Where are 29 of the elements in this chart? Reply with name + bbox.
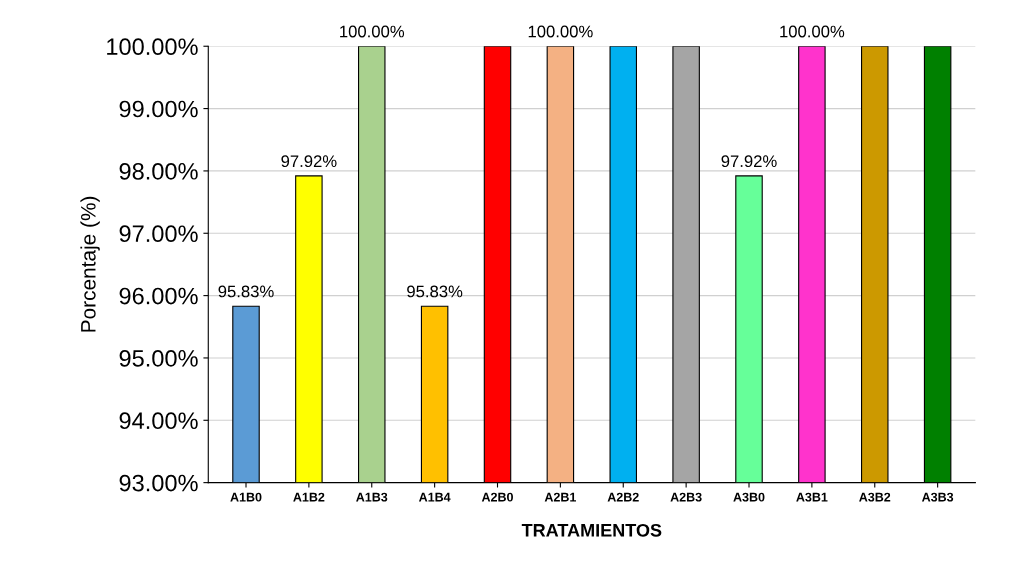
x-tick-label: A3B2	[859, 492, 891, 502]
x-tick-label: A3B1	[796, 492, 828, 502]
x-tick-label: A1B3	[356, 492, 388, 502]
y-tick-label: 93.00%	[119, 474, 198, 492]
x-tick-label: A2B3	[670, 492, 702, 502]
y-tick-label: 95.00%	[119, 350, 198, 367]
y-tick-label: 99.00%	[119, 100, 198, 118]
y-tick-label: 97.00%	[119, 225, 198, 243]
x-tick-label: A1B2	[293, 492, 325, 502]
x-tick-label: A3B0	[733, 492, 765, 502]
y-tick-label: 96.00%	[119, 287, 198, 305]
x-tick-label: A2B1	[544, 492, 577, 502]
x-tick-label: A1B4	[418, 492, 451, 502]
data-label: 97.92%	[721, 155, 777, 168]
x-tick-label: A2B0	[481, 492, 513, 502]
data-label: 97.92%	[281, 155, 337, 168]
data-label: 95.83%	[407, 285, 463, 298]
x-axis-title: TRATAMIENTOS	[521, 523, 662, 537]
x-tick-label: A2B2	[607, 492, 639, 502]
data-label: 100.00%	[528, 25, 593, 38]
y-axis-title: Porcentaje (%)	[80, 196, 100, 332]
data-label: 95.83%	[218, 285, 274, 298]
x-tick-label: A3B3	[921, 492, 954, 502]
y-tick-label: 94.00%	[119, 412, 198, 430]
data-label: 100.00%	[340, 25, 405, 38]
y-tick-label: 98.00%	[119, 162, 198, 180]
x-tick-label: A1B0	[230, 492, 262, 502]
y-tick-label: 100.00%	[107, 38, 198, 56]
data-label: 100.00%	[780, 25, 845, 38]
